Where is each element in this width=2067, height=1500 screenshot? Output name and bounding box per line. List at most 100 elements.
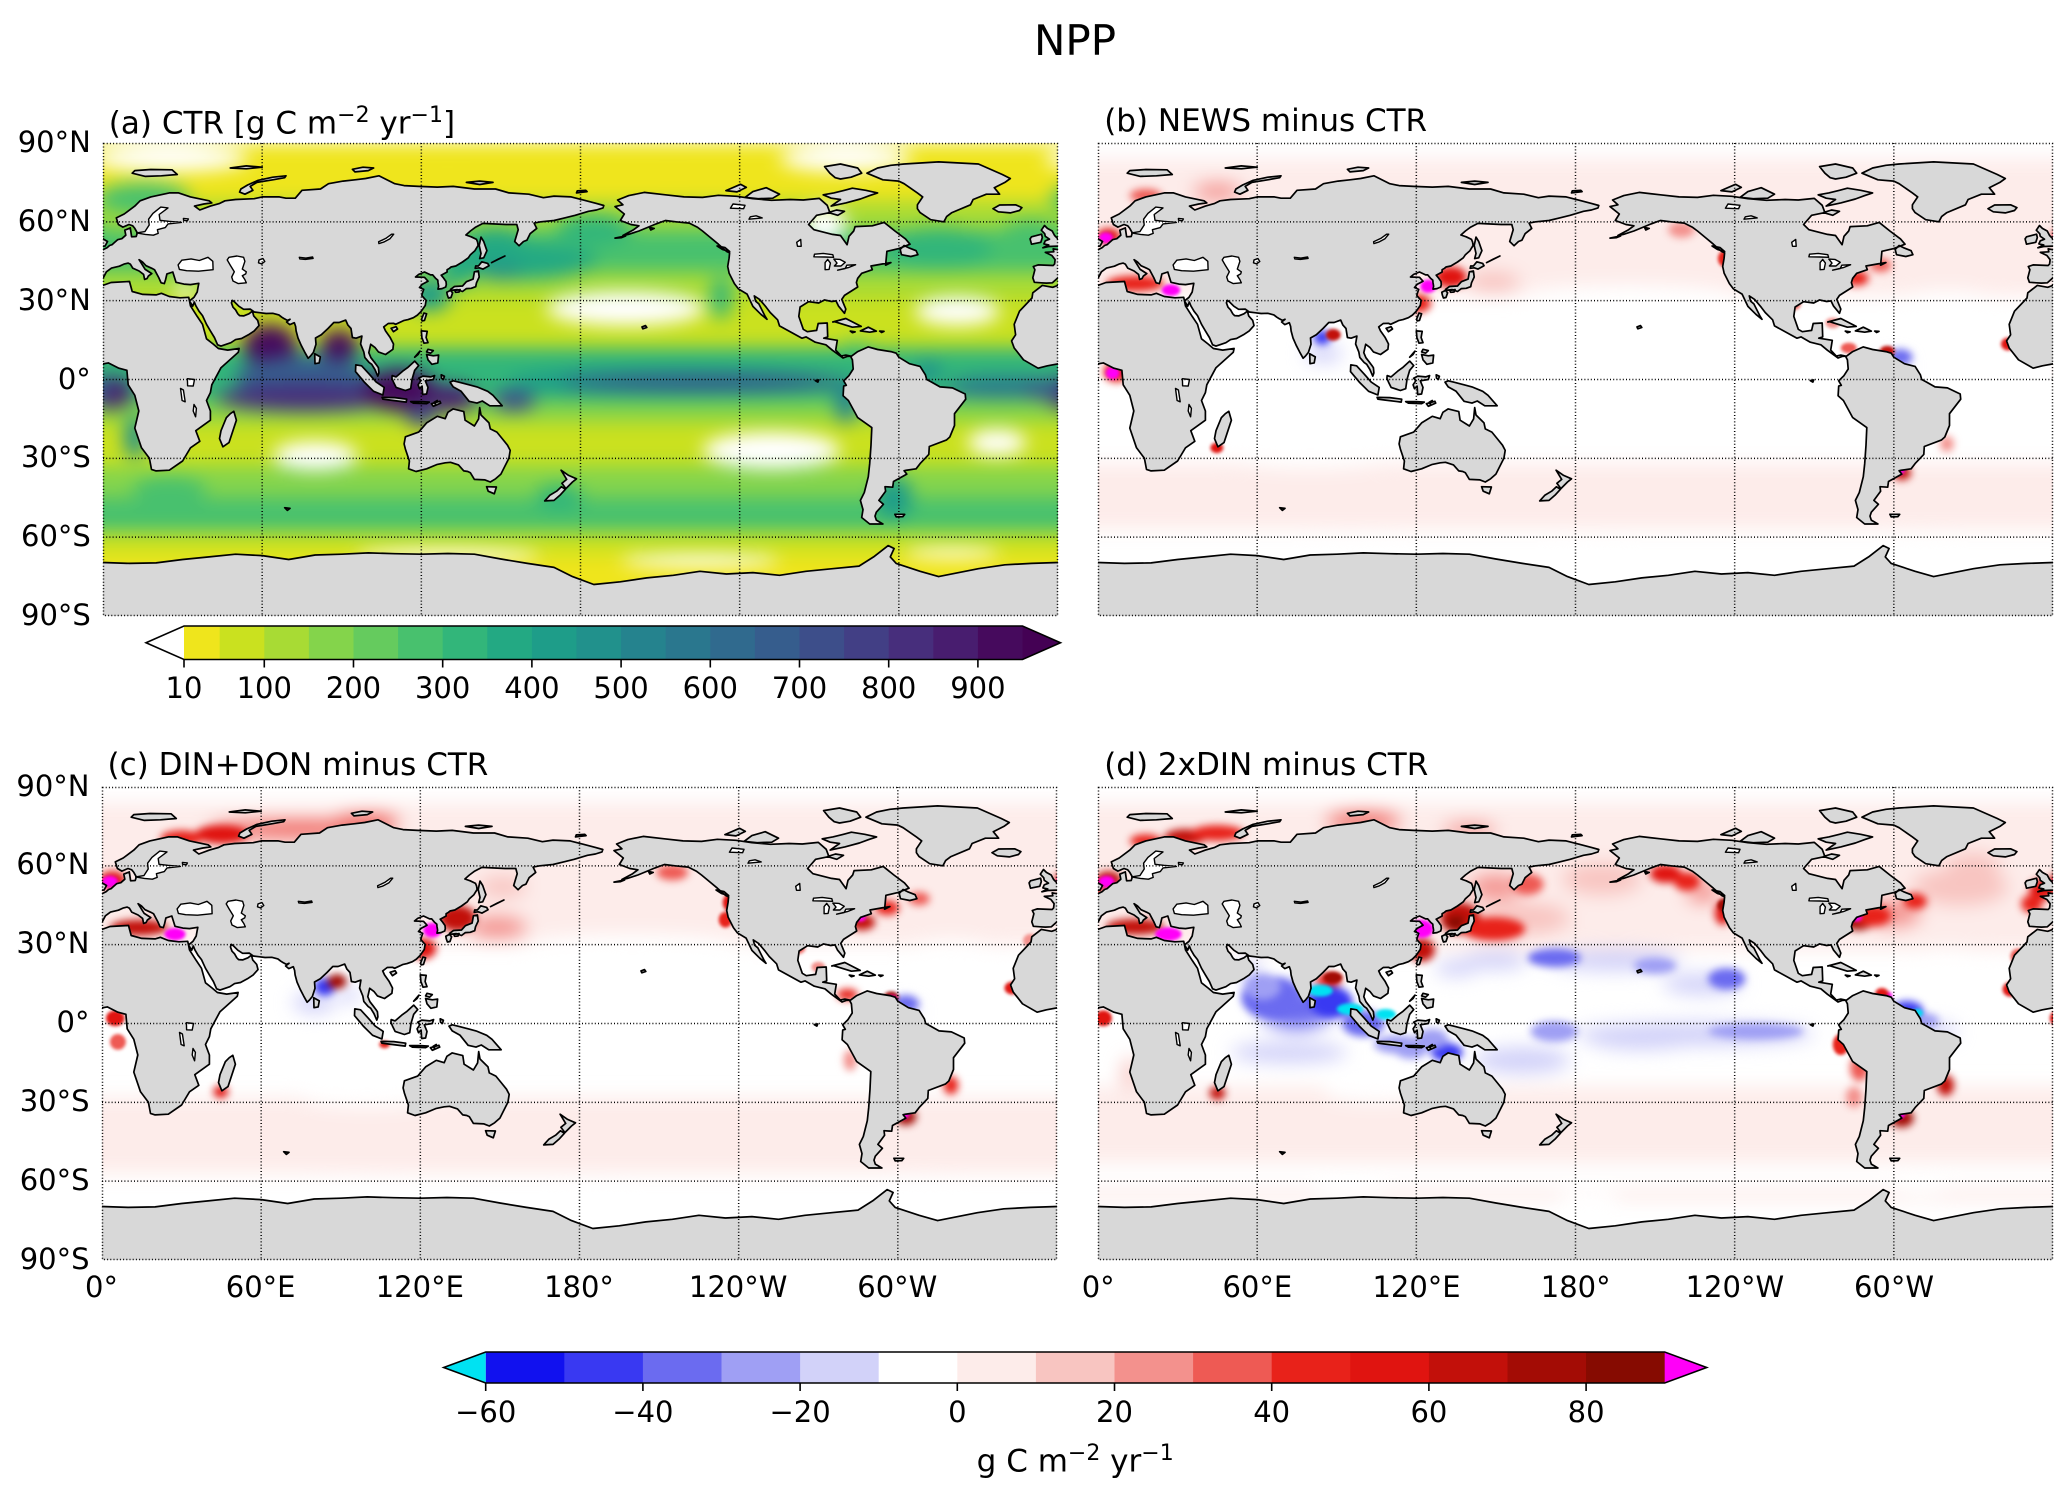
colorbar-over-arrow — [1022, 625, 1061, 659]
colorbar-segment — [1586, 1352, 1666, 1383]
colorbar-segment — [485, 1352, 565, 1383]
panel-c-frame — [101, 786, 1057, 1260]
land-layer — [1098, 161, 2054, 616]
lake — [1131, 206, 1390, 418]
colorbar-segment — [353, 625, 399, 659]
lake — [135, 206, 395, 418]
colorbar-npp-tick-label: 900 — [950, 671, 1006, 705]
colorbar-segment — [957, 1352, 1037, 1383]
lake — [1724, 203, 1852, 271]
lake-layer — [1131, 203, 1852, 418]
lake-layer — [134, 846, 855, 1061]
lake-layer — [135, 203, 857, 418]
colorbar-segment — [398, 625, 444, 659]
colorbar-segment — [1193, 1352, 1273, 1383]
graticule — [102, 143, 1058, 616]
colorbar-segment — [933, 625, 979, 659]
colorbar-segment — [576, 625, 622, 659]
lat-tick-label: 90°N — [17, 125, 91, 159]
colorbar-segment — [308, 625, 355, 659]
colorbar-segment — [1035, 1352, 1116, 1383]
colorbar-segment — [1507, 1352, 1587, 1383]
lat-tick-label: 90°N — [16, 768, 90, 803]
colorbar-segment — [564, 1352, 644, 1383]
colorbar-diff-tick-label: 0 — [948, 1395, 967, 1429]
landmass — [1609, 161, 2054, 525]
panel-d-frame — [1097, 786, 2054, 1260]
lon-tick-label: 120°W — [1685, 1269, 1785, 1304]
lon-tick-label: 120°W — [688, 1269, 788, 1304]
colorbar-diff-tick-label: 20 — [1096, 1395, 1133, 1429]
lat-tick-label: 0° — [57, 361, 91, 396]
lat-tick-label: 0° — [56, 1005, 90, 1039]
lat-tick-label: 30°N — [17, 282, 91, 317]
panel-c-title: (c) DIN+DON minus CTR — [107, 746, 489, 783]
panel-b-map — [1097, 142, 2054, 617]
lon-tick-label: 0° — [1081, 1269, 1115, 1304]
colorbar-segment — [1350, 1352, 1430, 1383]
colorbar-diff-tick-label: −40 — [612, 1395, 674, 1429]
colorbar-segment — [1114, 1352, 1194, 1383]
colorbar-diff-tick-label: −20 — [769, 1395, 831, 1429]
panel-d-map — [1097, 786, 2054, 1260]
colorbar-segment — [487, 625, 533, 659]
lon-tick-label: 180° — [1540, 1269, 1611, 1304]
colorbar-npp-tick-label: 800 — [861, 671, 917, 705]
lake-layer — [1131, 846, 1852, 1061]
land-layer — [102, 161, 1058, 616]
colorbar-npp-tick-label: 200 — [325, 671, 382, 705]
lat-tick-label: 60°S — [21, 519, 91, 554]
lake — [1724, 846, 1852, 915]
graticule — [1098, 786, 2054, 1260]
panel-b-title: (b) NEWS minus CTR — [1104, 103, 1428, 139]
colorbar-segment — [844, 625, 890, 659]
lat-tick-label: 90°S — [21, 598, 91, 632]
panel-a-map — [102, 142, 1059, 617]
lat-tick-label: 90°S — [19, 1241, 90, 1276]
colorbar-diff-tick-label: 60 — [1410, 1395, 1448, 1429]
colorbar-npp-tick-label: 300 — [414, 671, 471, 705]
colorbar-segment — [800, 1352, 880, 1383]
colorbar-npp-tick-label: 100 — [236, 671, 292, 705]
landmass — [102, 165, 1058, 616]
colorbar-segment — [264, 625, 310, 659]
colorbar-over-arrow — [1664, 1352, 1707, 1383]
colorbar-npp-tick-label: 600 — [682, 671, 738, 705]
colorbar-segment — [721, 1352, 801, 1383]
landmass — [1098, 165, 2054, 616]
graticule — [101, 786, 1057, 1260]
colorbar-segment — [799, 625, 845, 659]
colorbar-segment — [888, 625, 934, 659]
lon-tick-label: 60°W — [1853, 1269, 1935, 1304]
colorbar-diff-tick-label: 80 — [1567, 1395, 1605, 1429]
colorbar-segment — [1271, 1352, 1351, 1383]
landmass — [1098, 808, 2054, 1260]
colorbar-segment — [642, 1352, 723, 1383]
colorbar-npp-tick-label: 10 — [165, 671, 203, 705]
colorbar-under-arrow — [443, 1352, 486, 1383]
lake — [134, 849, 393, 1061]
colorbar-segment — [219, 625, 265, 659]
colorbar-diff-label: g C m−2 yr−1 — [976, 1441, 1174, 1480]
colorbar-npp-tick-label: 500 — [593, 671, 649, 705]
colorbar-segment — [710, 625, 756, 659]
land-layer — [101, 804, 1057, 1260]
lake — [729, 203, 857, 271]
lon-tick-label: 180° — [544, 1269, 614, 1304]
lon-tick-label: 120°E — [1372, 1269, 1461, 1304]
colorbar-segment — [665, 625, 711, 659]
graticule — [1098, 143, 2054, 616]
lat-tick-label: 60°S — [19, 1162, 90, 1197]
colorbar-segment — [184, 625, 221, 659]
panel-a-title: (a) CTR [g C m−2 yr−1] — [108, 103, 456, 142]
panel-c-map — [101, 786, 1057, 1260]
colorbar-segment — [442, 625, 488, 659]
landmass — [1609, 804, 2054, 1169]
colorbar-segment — [878, 1352, 958, 1383]
colorbar-segment — [977, 625, 1024, 659]
panel-a-frame — [102, 142, 1059, 617]
ocean-field-mid — [101, 824, 1057, 1125]
lon-tick-label: 0° — [85, 1269, 118, 1304]
lat-tick-label: 60°N — [17, 203, 91, 238]
